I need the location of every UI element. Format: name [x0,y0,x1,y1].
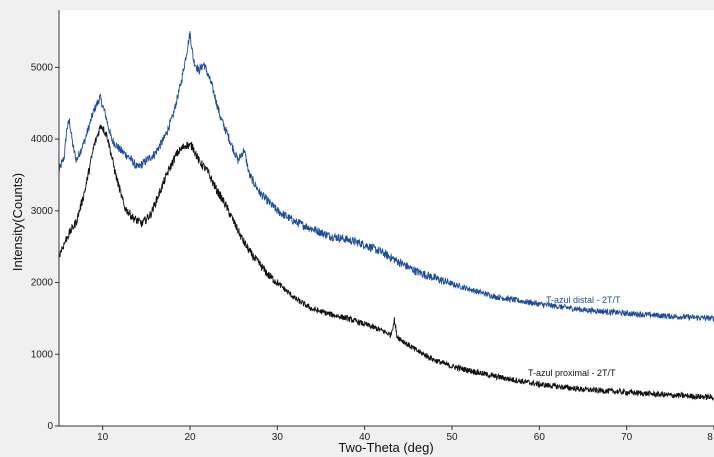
x-tick-label: 50 [446,432,458,443]
x-axis-ticks: 10 20 30 40 50 60 70 8 [97,426,714,443]
x-axis-title: Two-Theta (deg) [338,440,433,455]
plot-area [59,10,714,426]
x-tick-label: 70 [621,432,633,443]
y-tick-label: 1000 [31,349,54,360]
x-tick-label: 60 [534,432,546,443]
series-layer [58,31,714,401]
x-tick-label: 40 [359,432,371,443]
x-tick-label: 20 [184,432,196,443]
y-tick-label: 3000 [31,206,54,217]
x-tick-label: 30 [272,432,284,443]
x-tick-label: 10 [97,432,109,443]
y-tick-label: 5000 [31,62,54,73]
series-line-distal [58,31,714,322]
y-axis-ticks: 0 1000 2000 3000 4000 5000 [31,62,59,432]
x-tick-label: 8 [707,432,713,443]
y-tick-label: 4000 [31,134,54,145]
series-line-proximal [58,124,714,401]
y-tick-label: 0 [47,421,53,432]
series-label-proximal: T-azul proximal - 2T/T [528,368,616,378]
series-label-distal: T-azul distal - 2T/T [546,295,621,305]
y-tick-label: 2000 [31,278,54,289]
y-axis-title: Intensity(Counts) [10,173,25,271]
